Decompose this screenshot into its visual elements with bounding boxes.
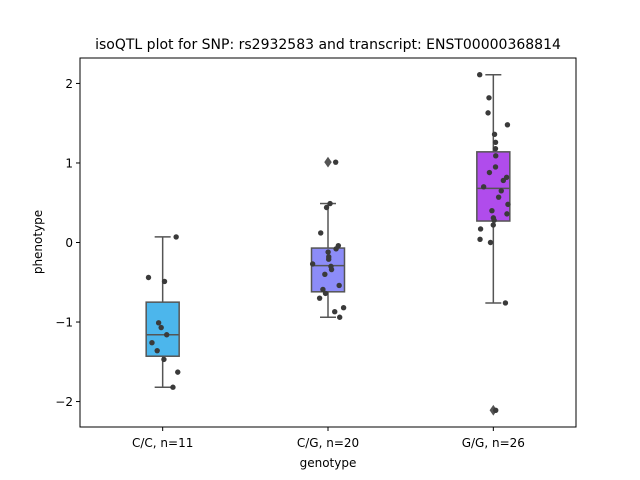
y-tick-label: −2 <box>55 395 73 409</box>
data-point <box>164 332 170 338</box>
data-point <box>485 110 491 116</box>
data-point <box>316 295 323 301</box>
data-point <box>489 207 495 214</box>
data-point <box>173 234 179 240</box>
plot-layer: −2 −1 0 1 2 C/C, n=11 C/G, n=20 G/G, n=26 <box>55 72 525 450</box>
data-point <box>320 286 326 293</box>
y-axis-label: phenotype <box>31 210 45 274</box>
data-point <box>170 384 176 390</box>
data-point <box>325 256 332 262</box>
x-tick-label: C/G, n=20 <box>297 436 359 450</box>
data-point <box>504 211 510 217</box>
plot-frame <box>79 57 577 428</box>
data-point <box>175 369 181 375</box>
data-point <box>322 290 329 297</box>
data-point <box>154 347 160 354</box>
data-point <box>155 320 162 326</box>
data-point <box>502 300 509 306</box>
data-point <box>336 314 343 320</box>
data-point <box>504 122 511 128</box>
data-point <box>495 194 502 200</box>
data-point <box>336 282 342 289</box>
data-point <box>158 324 164 331</box>
y-tick-label: −1 <box>55 316 73 330</box>
data-point <box>333 246 339 252</box>
data-point <box>477 226 484 232</box>
data-point <box>145 274 152 281</box>
data-point <box>500 177 507 184</box>
data-point <box>493 153 499 159</box>
data-point <box>323 204 330 211</box>
data-point <box>309 261 316 267</box>
data-point <box>487 239 494 246</box>
data-point <box>491 131 498 138</box>
data-point <box>490 222 496 228</box>
data-point <box>480 184 487 190</box>
data-point <box>325 249 331 255</box>
x-tick-label: C/C, n=11 <box>132 436 193 450</box>
data-point <box>149 340 155 346</box>
data-point <box>332 159 339 165</box>
data-point <box>322 271 328 278</box>
data-point <box>498 188 504 194</box>
data-point <box>318 230 324 236</box>
chart-title: isoQTL plot for SNP: rs2932583 and trans… <box>95 37 561 53</box>
data-point <box>476 72 483 78</box>
outlier-marker <box>324 156 332 168</box>
data-point <box>491 217 497 223</box>
data-point <box>492 145 499 152</box>
data-point <box>486 169 493 176</box>
data-point <box>327 200 333 207</box>
data-point <box>492 164 499 170</box>
data-point <box>340 305 347 311</box>
data-point <box>332 308 338 315</box>
data-point <box>492 139 499 145</box>
data-point <box>328 266 335 273</box>
x-axis-label: genotype <box>300 456 357 470</box>
data-point <box>477 236 483 243</box>
data-point <box>486 95 492 101</box>
data-point <box>505 201 511 208</box>
y-tick-label: 2 <box>65 77 73 91</box>
data-point <box>493 407 499 413</box>
y-tick-label: 1 <box>65 156 73 170</box>
data-point <box>161 356 167 363</box>
y-tick-label: 0 <box>65 236 73 250</box>
x-tick-label: G/G, n=26 <box>462 436 525 450</box>
data-point <box>161 278 168 285</box>
